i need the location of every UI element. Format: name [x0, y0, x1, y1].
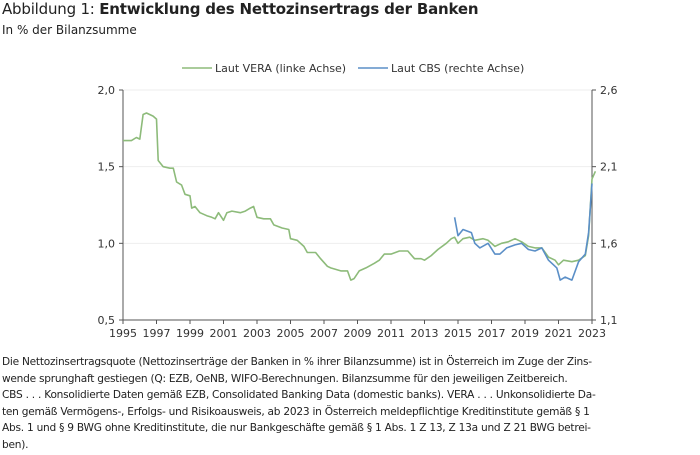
x-tick-label: 2005 [277, 327, 305, 340]
x-tick-label: 2007 [310, 327, 338, 340]
x-tick-label: 2009 [344, 327, 372, 340]
x-tick-label: 1997 [143, 327, 171, 340]
line-chart: 0,5 1,0 1,5 2,0 1,1 1,6 2,1 2,6 1995 1997 1999 2001… [98, 62, 618, 340]
y-left-tick-label: 1,5 [98, 161, 116, 174]
y-left-tick-label: 1,0 [98, 237, 116, 250]
footnote-line: ten gemäß Vermögens-, Erfolgs- und Risik… [2, 405, 590, 418]
series-lines [123, 112, 597, 281]
x-tick-label: 1999 [176, 327, 204, 340]
y-right-tick-label: 1,6 [600, 237, 618, 250]
footnote-line: Die Nettozinsertragsquote (Nettozinsertr… [2, 356, 592, 368]
footnote-line: Abs. 1 und § 9 BWG ohne Kreditinstitute,… [2, 422, 591, 435]
x-tick-label: 2021 [545, 327, 573, 340]
y-left-tick-label: 0,5 [98, 314, 116, 327]
x-tick-label: 2017 [478, 327, 506, 340]
x-tick-label: 2019 [511, 327, 539, 340]
x-tick-label: 2023 [578, 327, 606, 340]
figure-title: Abbildung 1: Entwicklung des Nettozinser… [2, 0, 479, 18]
y-left-tick-label: 2,0 [98, 84, 116, 97]
footnote-line: wende sprunghaft gestiegen (Q: EZB, OeNB… [2, 372, 568, 385]
y-right-tick-label: 2,1 [600, 161, 618, 174]
y-right-tick-label: 2,6 [600, 84, 618, 97]
figure-number: Abbildung 1: [2, 0, 100, 18]
legend-label: Laut CBS (rechte Achse) [391, 62, 524, 75]
x-tick-label: 2003 [243, 327, 271, 340]
gridlines [123, 89, 592, 244]
x-tick-label: 1995 [109, 327, 137, 340]
legend-label: Laut VERA (linke Achse) [215, 62, 346, 75]
x-tick-label: 2015 [444, 327, 472, 340]
footnote-line: CBS . . . Konsolidierte Daten gemäß EZB,… [2, 389, 596, 402]
axes: 0,5 1,0 1,5 2,0 1,1 1,6 2,1 2,6 1995 1997 1999 2001… [98, 84, 618, 340]
legend: Laut VERA (linke Achse) Laut CBS (rechte … [182, 62, 524, 75]
series-line-cbs [453, 183, 593, 281]
y-right-tick-label: 1,1 [600, 314, 618, 327]
series-line-vera [123, 112, 597, 281]
x-tick-label: 2001 [210, 327, 238, 340]
figure-heading: Entwicklung des Nettozinsertrags der Ban… [99, 0, 479, 18]
footnote-line: ben). [2, 438, 29, 451]
x-tick-label: 2011 [377, 327, 405, 340]
footnote: Die Nettozinsertragsquote (Nettozinsertr… [2, 354, 596, 454]
figure-subtitle: In % der Bilanzsumme [2, 23, 137, 37]
x-tick-label: 2013 [411, 327, 439, 340]
